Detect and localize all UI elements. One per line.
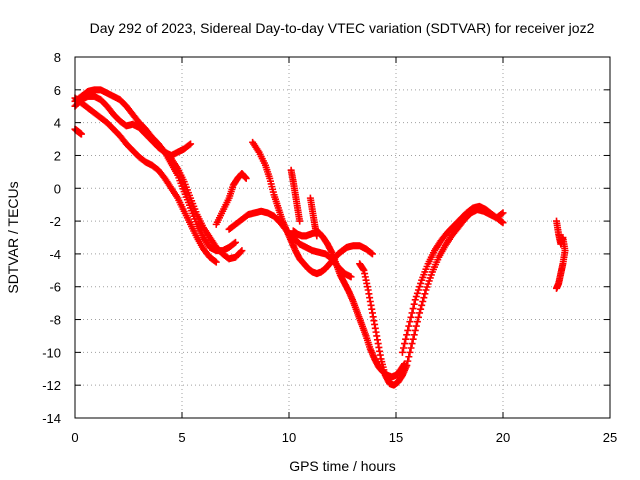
grid-lines	[75, 57, 610, 418]
data-point-plus-marker	[413, 318, 421, 326]
data-point-plus-marker	[404, 357, 412, 365]
data-point-plus-marker	[499, 209, 507, 217]
data-point-plus-marker	[416, 283, 424, 291]
y-tick-label: -6	[49, 280, 61, 295]
data-point-plus-marker	[410, 300, 418, 308]
data-point-plus-marker	[211, 257, 219, 265]
axis-ticks	[74, 56, 611, 419]
series-track-k	[287, 166, 304, 225]
data-point-plus-marker	[408, 309, 416, 317]
data-point-plus-marker	[412, 293, 420, 301]
data-point-plus-marker	[408, 340, 416, 348]
x-tick-label: 20	[496, 430, 510, 445]
data-point-plus-marker	[405, 322, 413, 330]
data-point-plus-marker	[232, 238, 239, 246]
data-point-plus-marker	[185, 141, 193, 149]
data-point-plus-marker	[399, 344, 407, 352]
data-point-plus-marker	[77, 130, 85, 138]
data-point-plus-marker	[413, 289, 421, 297]
data-point-plus-marker	[553, 284, 560, 292]
plot-area	[71, 86, 569, 389]
data-point-plus-marker	[401, 340, 409, 348]
series-track-h	[249, 138, 376, 278]
y-tick-label: -4	[49, 247, 61, 262]
series-track-o	[553, 217, 569, 292]
x-tick-labels: 0 5 10 15 20 25	[71, 430, 617, 445]
data-point-plus-marker	[367, 249, 375, 257]
data-point-plus-marker	[414, 286, 422, 294]
plot-frame	[74, 56, 611, 419]
y-tick-label: -12	[42, 378, 61, 393]
y-tick-labels: 8 6 4 2 0 -2 -4 -6 -8 -10 -12 -14	[42, 50, 61, 426]
data-point-plus-marker	[410, 331, 418, 339]
data-point-plus-marker	[499, 219, 507, 227]
data-point-plus-marker	[418, 301, 426, 309]
data-point-plus-marker	[412, 322, 420, 330]
x-tick-label: 0	[71, 430, 78, 445]
data-point-plus-marker	[347, 273, 355, 281]
data-point-plus-marker	[238, 247, 246, 255]
y-tick-label: -2	[49, 214, 61, 229]
x-tick-label: 5	[178, 430, 185, 445]
data-point-plus-marker	[313, 232, 321, 240]
data-point-plus-marker	[409, 335, 417, 343]
data-point-plus-marker	[419, 297, 427, 305]
data-point-plus-marker	[403, 331, 411, 339]
x-tick-label: 25	[603, 430, 617, 445]
data-point-plus-marker	[187, 140, 195, 148]
data-point-plus-marker	[296, 217, 304, 225]
y-tick-label: 4	[54, 116, 61, 131]
x-tick-label: 15	[389, 430, 403, 445]
data-point-plus-marker	[406, 318, 414, 326]
data-point-plus-marker	[420, 294, 428, 302]
data-point-plus-marker	[403, 361, 411, 369]
data-point-plus-marker	[421, 290, 429, 298]
data-point-plus-marker	[411, 326, 419, 334]
y-tick-label: 0	[54, 181, 61, 196]
series-track-n	[403, 206, 507, 369]
y-tick-label: -10	[42, 345, 61, 360]
data-point-plus-marker	[407, 344, 415, 352]
y-tick-label: 6	[54, 83, 61, 98]
y-axis-title: SDTVAR / TECUs	[5, 181, 21, 293]
y-tick-label: -8	[49, 313, 61, 328]
data-point-plus-marker	[402, 335, 410, 343]
series-track-e	[154, 140, 195, 159]
series-track-i	[289, 227, 409, 381]
series-track-d	[71, 125, 85, 138]
series-track-l	[306, 194, 321, 240]
chart-title: Day 292 of 2023, Sidereal Day-to-day VTE…	[90, 20, 595, 36]
data-point-plus-marker	[404, 326, 412, 334]
data-point-plus-marker	[212, 258, 220, 266]
series-track-c	[71, 94, 220, 266]
data-point-plus-marker	[406, 348, 414, 356]
x-axis-title: GPS time / hours	[289, 458, 396, 474]
data-point-plus-marker	[237, 248, 245, 256]
data-point-plus-marker	[414, 313, 422, 321]
data-point-plus-marker	[417, 305, 425, 313]
data-point-plus-marker	[411, 296, 419, 304]
y-tick-label: -14	[42, 411, 61, 426]
data-point-plus-marker	[230, 239, 238, 247]
data-point-plus-marker	[405, 353, 413, 361]
data-point-plus-marker	[407, 313, 415, 321]
series-track-f	[212, 170, 250, 228]
data-point-plus-marker	[368, 250, 376, 258]
data-point-plus-marker	[398, 348, 406, 356]
data-point-plus-marker	[409, 305, 417, 313]
data-point-plus-marker	[242, 174, 250, 182]
x-tick-label: 10	[282, 430, 296, 445]
series-track-j	[356, 260, 411, 389]
data-point-plus-marker	[416, 309, 424, 317]
data-point-plus-marker	[417, 279, 425, 287]
data-point-plus-marker	[498, 210, 506, 218]
y-tick-label: 8	[54, 50, 61, 65]
y-tick-label: 2	[54, 148, 61, 163]
